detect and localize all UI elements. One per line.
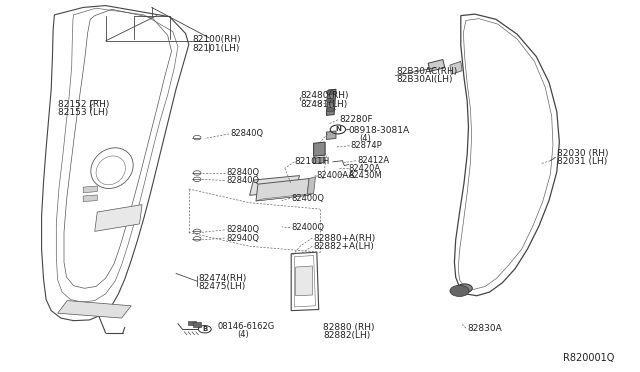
Text: 82880 (RH): 82880 (RH)	[323, 323, 374, 332]
Text: 82420A: 82420A	[349, 164, 381, 173]
Text: 82882(LH): 82882(LH)	[323, 331, 371, 340]
Text: 82480(RH): 82480(RH)	[301, 92, 349, 100]
Text: 08918-3081A: 08918-3081A	[349, 126, 410, 135]
Polygon shape	[314, 142, 325, 156]
Text: 82400Q: 82400Q	[291, 223, 324, 232]
Text: N: N	[335, 126, 341, 132]
Text: R820001Q: R820001Q	[563, 353, 614, 363]
Text: 82830A: 82830A	[467, 324, 502, 333]
Polygon shape	[83, 186, 97, 193]
Text: 82475(LH): 82475(LH)	[198, 282, 246, 291]
Text: (4): (4)	[237, 330, 248, 339]
Polygon shape	[326, 89, 336, 115]
Text: 82101H: 82101H	[294, 157, 330, 166]
Polygon shape	[428, 60, 445, 71]
Text: 82940Q: 82940Q	[226, 234, 259, 243]
Circle shape	[326, 108, 334, 112]
Text: 82400Q: 82400Q	[291, 194, 324, 203]
Text: 82030 (RH): 82030 (RH)	[557, 149, 608, 158]
Bar	[188, 321, 196, 325]
Text: 82882+A(LH): 82882+A(LH)	[314, 242, 374, 251]
Text: 82152 (RH): 82152 (RH)	[58, 100, 109, 109]
Text: 82880+A(RH): 82880+A(RH)	[314, 234, 376, 243]
Bar	[193, 322, 201, 327]
Text: 82840Q: 82840Q	[226, 176, 259, 185]
Circle shape	[326, 98, 334, 103]
Polygon shape	[450, 61, 462, 74]
Text: 08146-6162G: 08146-6162G	[218, 322, 275, 331]
Text: 82474(RH): 82474(RH)	[198, 274, 247, 283]
Polygon shape	[296, 266, 312, 296]
Text: B: B	[202, 326, 207, 332]
Polygon shape	[307, 177, 316, 195]
Polygon shape	[314, 157, 325, 164]
Text: 82481(LH): 82481(LH)	[301, 100, 348, 109]
Circle shape	[457, 284, 472, 293]
Text: 82B30AC(RH): 82B30AC(RH)	[397, 67, 458, 76]
Polygon shape	[326, 131, 336, 140]
Text: 82874P: 82874P	[351, 141, 383, 150]
Text: 82031 (LH): 82031 (LH)	[557, 157, 607, 166]
Polygon shape	[256, 193, 314, 201]
Polygon shape	[58, 301, 131, 318]
Polygon shape	[83, 195, 97, 202]
Text: 82B30AI(LH): 82B30AI(LH)	[397, 75, 453, 84]
Polygon shape	[256, 179, 309, 201]
Text: 82400AA: 82400AA	[316, 171, 355, 180]
Circle shape	[326, 90, 334, 94]
Text: 82100(RH): 82100(RH)	[192, 35, 241, 44]
Text: 82840Q: 82840Q	[226, 169, 259, 177]
Text: 82840Q: 82840Q	[226, 225, 259, 234]
Text: (4): (4)	[360, 134, 371, 143]
Text: 82101(LH): 82101(LH)	[192, 44, 239, 53]
Text: 82840Q: 82840Q	[230, 129, 264, 138]
Circle shape	[450, 285, 469, 296]
Polygon shape	[95, 205, 142, 231]
Text: 82280F: 82280F	[339, 115, 373, 124]
Text: 82412A: 82412A	[357, 156, 389, 165]
Polygon shape	[250, 176, 300, 195]
Text: 82153 (LH): 82153 (LH)	[58, 108, 108, 117]
Text: 82430M: 82430M	[349, 171, 383, 180]
